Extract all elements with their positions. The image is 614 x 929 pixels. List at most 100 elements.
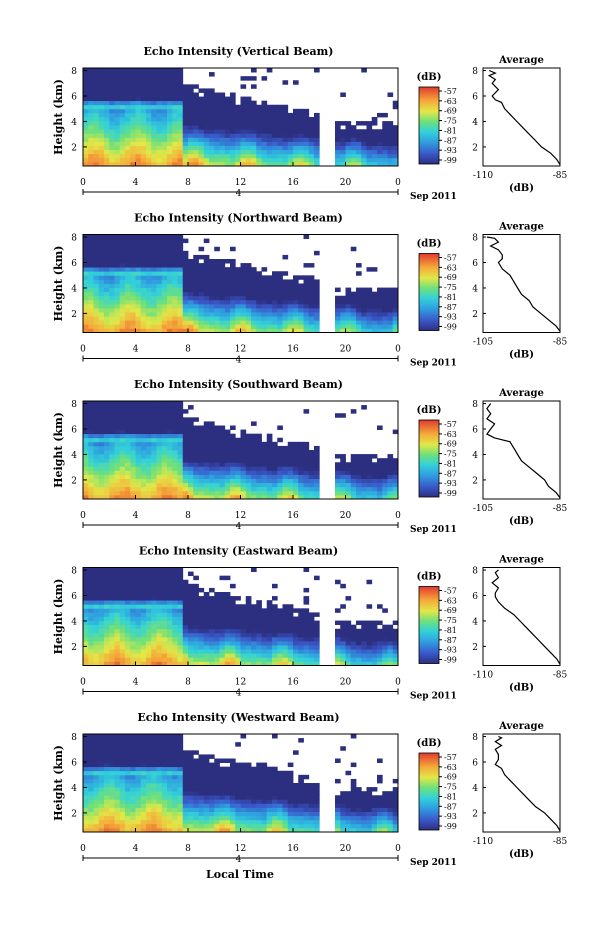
heatmap-cell — [156, 649, 163, 654]
heatmap-cell — [272, 612, 278, 617]
heatmap-cell — [83, 596, 89, 601]
profile-x-tick-label: -85 — [553, 171, 568, 181]
heatmap-cell — [151, 791, 157, 796]
x-tick-label: 12 — [235, 678, 246, 688]
heatmap-cell — [104, 125, 110, 130]
heatmap-cell — [214, 766, 220, 772]
heatmap-cell — [188, 823, 194, 829]
heatmap-cell — [345, 161, 352, 167]
heatmap-cell — [230, 287, 236, 293]
heatmap-cell — [167, 795, 173, 800]
heatmap-cell — [219, 433, 226, 439]
heatmap-cell — [203, 458, 210, 463]
heatmap-cell — [156, 458, 163, 463]
heatmap-cell — [235, 649, 241, 654]
heatmap-cell — [188, 312, 194, 317]
heatmap-cell — [177, 734, 184, 739]
heatmap-cell — [114, 649, 121, 654]
heatmap-cell — [240, 624, 247, 630]
heatmap-cell — [266, 117, 273, 122]
heatmap-cell — [98, 592, 105, 597]
heatmap-cell — [172, 583, 178, 589]
heatmap-cell — [188, 470, 194, 475]
heatmap-cell — [83, 746, 89, 751]
heatmap-cell — [172, 612, 178, 617]
heatmap-cell — [266, 108, 273, 114]
heatmap-cell — [224, 161, 231, 167]
heatmap-cell — [361, 295, 367, 301]
heatmap-cell — [193, 129, 199, 134]
heatmap-cell — [161, 279, 168, 284]
heatmap-cell — [340, 141, 346, 146]
heatmap-cell — [156, 616, 163, 621]
heatmap-cell — [83, 153, 89, 159]
heatmap-cell — [203, 271, 210, 276]
heatmap-cell — [114, 100, 121, 106]
heatmap-cell — [277, 133, 283, 138]
heatmap-cell — [114, 628, 121, 634]
heatmap-cell — [130, 819, 136, 825]
heatmap-cell — [377, 145, 383, 151]
profile-x-tick-label: -110 — [473, 671, 493, 681]
heatmap-cell — [235, 803, 241, 808]
heatmap-cell — [114, 807, 121, 812]
heatmap-cell — [366, 308, 373, 313]
heatmap-cell — [335, 482, 341, 488]
heatmap-cell — [177, 770, 184, 776]
heatmap-cell — [224, 661, 231, 666]
heatmap-cell — [188, 299, 194, 305]
heatmap-cell — [293, 636, 299, 642]
heatmap-cell — [98, 466, 105, 471]
heatmap-cell — [293, 328, 299, 333]
heatmap-cell — [193, 774, 199, 780]
heatmap-cell — [93, 474, 100, 479]
heatmap-cell — [345, 645, 352, 650]
heatmap-cell — [146, 583, 152, 589]
heatmap-cell — [83, 263, 89, 268]
heatmap-cell — [256, 324, 262, 329]
heatmap-cell — [146, 770, 152, 776]
heatmap-cell — [135, 661, 142, 666]
x-tick-label: 4 — [133, 345, 139, 355]
heatmap-cell — [382, 624, 388, 630]
heatmap-cell — [203, 811, 210, 817]
heatmap-cell — [214, 161, 220, 167]
heatmap-cell — [130, 72, 136, 77]
x-tick-label: 0 — [80, 678, 86, 688]
heatmap-cell — [287, 295, 294, 301]
heatmap-cell — [219, 653, 226, 658]
heatmap-cell — [182, 803, 189, 808]
heatmap-cell — [277, 454, 283, 459]
heatmap-cell — [282, 649, 289, 654]
heatmap-cell — [161, 762, 168, 768]
heatmap-cell — [135, 433, 142, 439]
heatmap-cell — [135, 490, 142, 496]
heatmap-cell — [109, 791, 115, 796]
heatmap-cell — [240, 819, 247, 825]
heatmap-cell — [125, 462, 131, 467]
heatmap-cell — [109, 754, 115, 759]
heatmap-cell — [104, 482, 110, 488]
heatmap-cell — [361, 303, 367, 309]
heatmap-cell — [293, 108, 299, 114]
heatmap-cell — [140, 137, 147, 142]
heatmap-cell — [193, 770, 199, 776]
heatmap-cell — [93, 275, 100, 280]
heatmap-cell — [130, 137, 136, 142]
heatmap-cell — [114, 413, 121, 418]
heatmap-cell — [251, 441, 257, 447]
heatmap-cell — [156, 92, 163, 97]
heatmap-cell — [214, 445, 220, 451]
heatmap-cell — [177, 579, 184, 585]
heatmap-cell — [188, 649, 194, 654]
heatmap-cell — [382, 649, 388, 654]
heatmap-cell — [345, 474, 352, 479]
heatmap-cell — [177, 238, 184, 244]
heatmap-cell — [350, 494, 357, 500]
heatmap-cell — [98, 758, 105, 763]
heatmap-cell — [350, 462, 357, 467]
heatmap-cell — [366, 295, 373, 301]
heatmap-cell — [93, 758, 100, 763]
heatmap-cell — [114, 583, 121, 589]
heatmap-cell — [245, 328, 252, 333]
